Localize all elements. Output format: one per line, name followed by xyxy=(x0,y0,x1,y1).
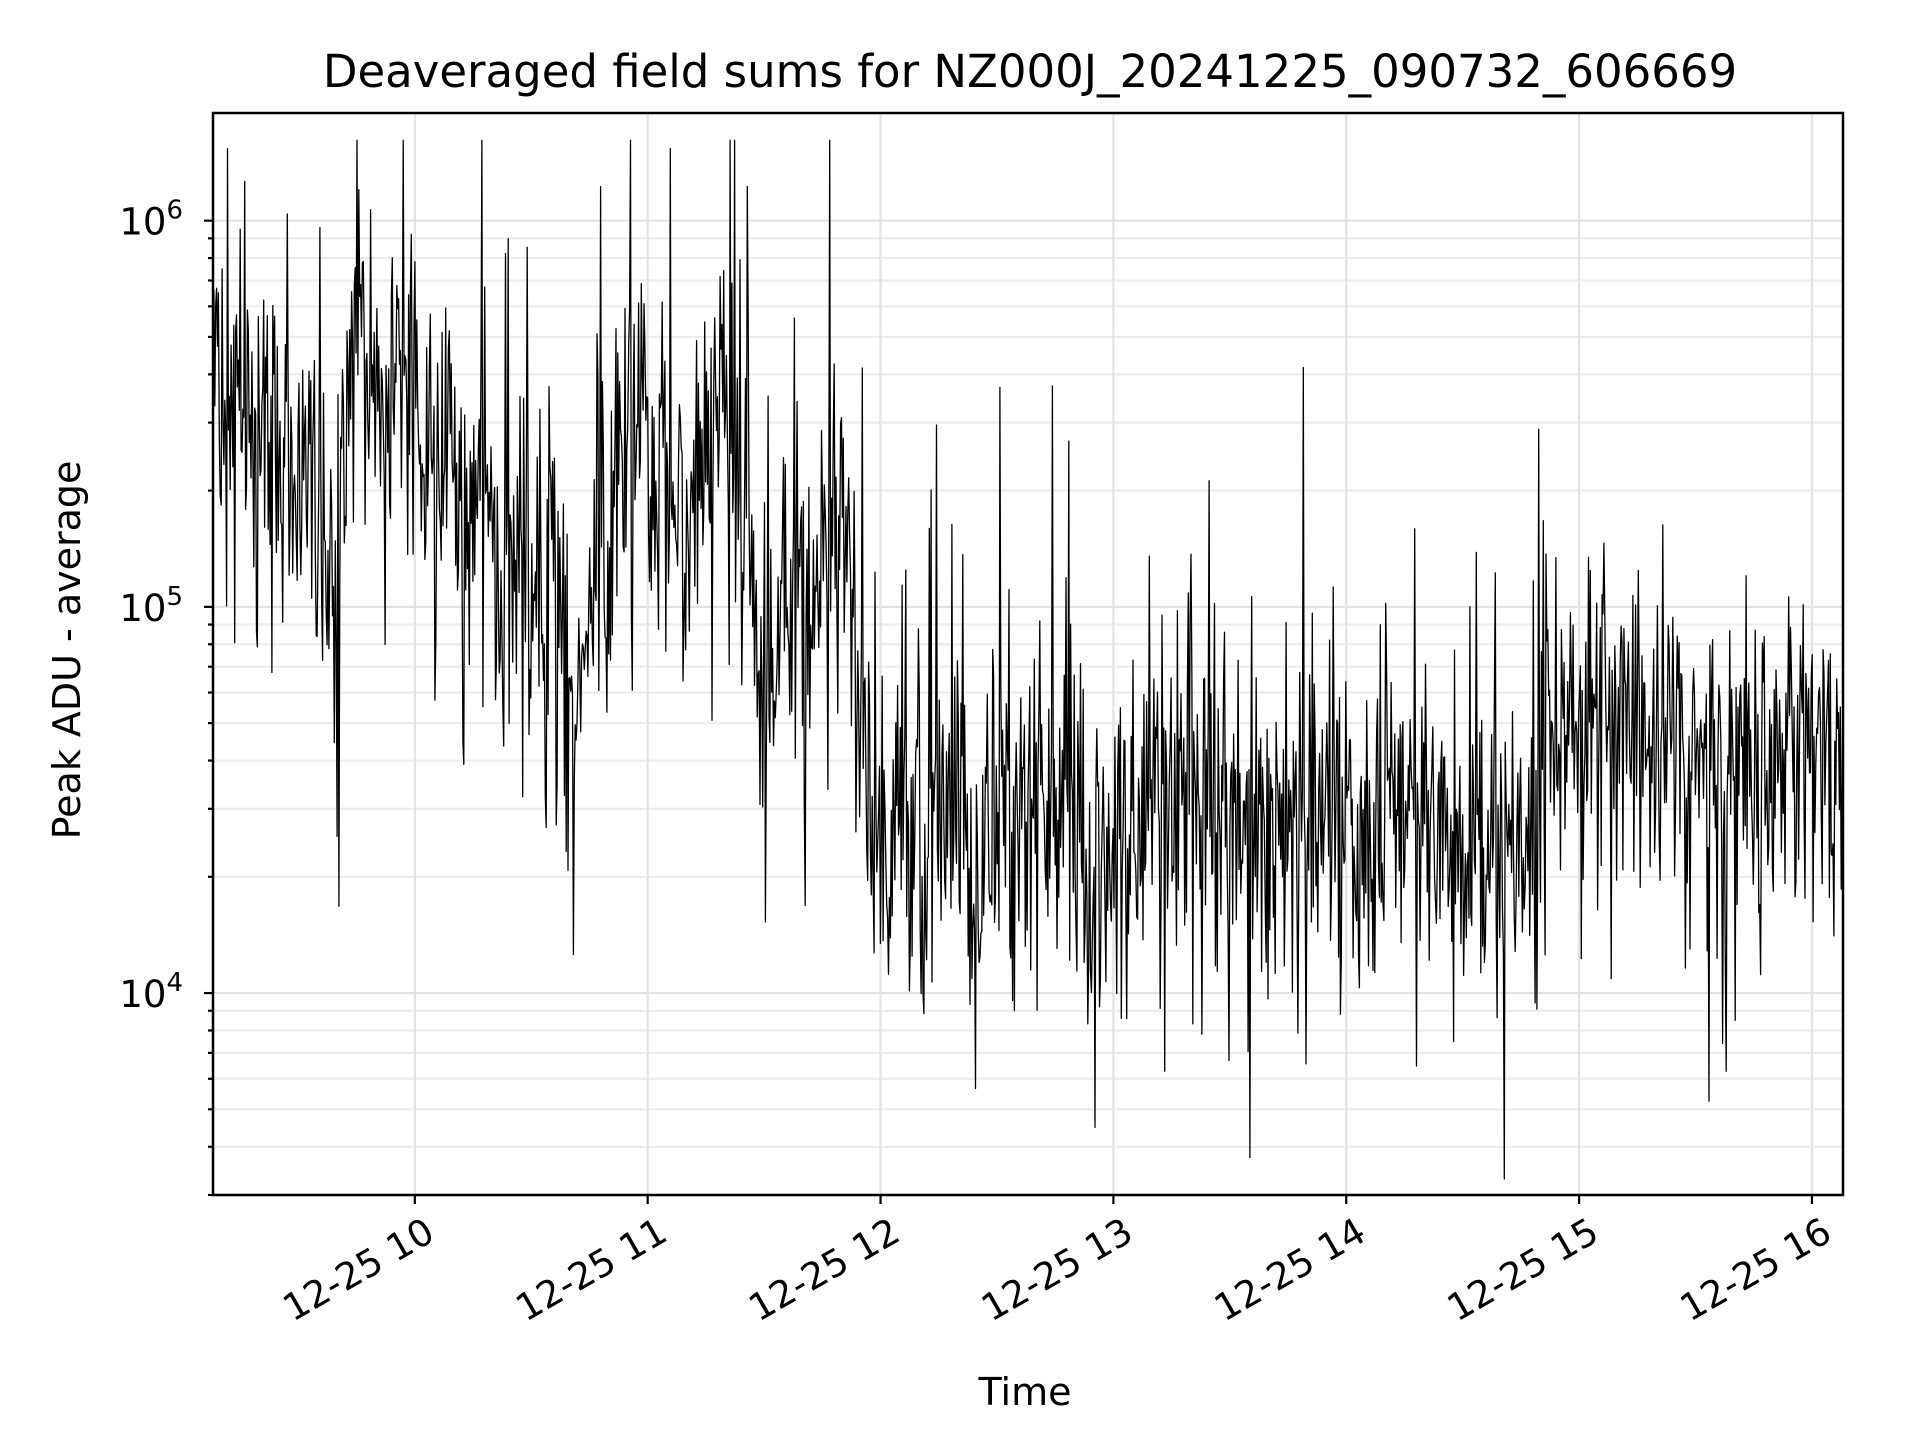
chart-title: Deaveraged field sums for NZ000J_2024122… xyxy=(323,45,1737,98)
y-tick-exponent: 4 xyxy=(166,968,183,998)
plot-frame xyxy=(211,111,1845,1197)
y-tick-exponent: 5 xyxy=(166,582,183,612)
series-layer xyxy=(212,139,1844,1180)
series-line xyxy=(212,139,1844,1180)
y-tick-exponent: 6 xyxy=(166,196,183,226)
y-axis-label: Peak ADU - average xyxy=(45,461,89,840)
y-tick-label: 105 xyxy=(119,582,183,630)
x-axis-label: Time xyxy=(978,1370,1072,1414)
